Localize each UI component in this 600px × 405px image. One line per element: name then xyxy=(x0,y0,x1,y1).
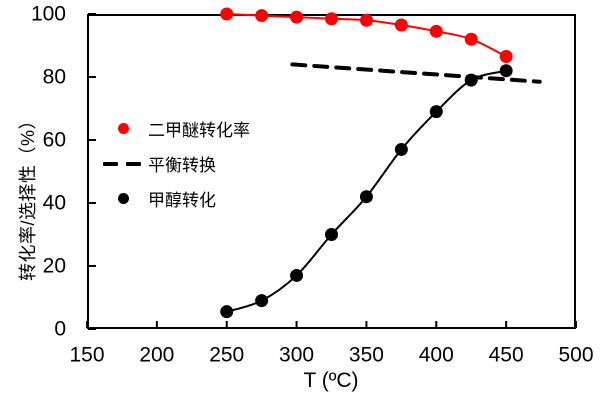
legend-item-dme-conversion: 二甲醚转化率 xyxy=(103,111,250,146)
series-dme-conversion-marker xyxy=(290,10,304,24)
series-methanol-conversion-marker xyxy=(290,268,304,282)
legend: 二甲醚转化率 平衡转换 甲醇转化 xyxy=(103,111,250,216)
series-dme-conversion-marker xyxy=(255,9,269,23)
series-methanol-conversion-marker xyxy=(220,305,234,319)
x-tick-label: 400 xyxy=(419,344,454,367)
dashed-line-icon xyxy=(103,161,143,166)
legend-label-equilibrium-conversion: 平衡转换 xyxy=(148,156,216,175)
legend-swatch-box xyxy=(103,193,143,204)
series-dme-conversion-marker xyxy=(499,50,513,64)
red-dot-icon xyxy=(117,123,129,134)
x-tick-label: 250 xyxy=(209,344,244,367)
series-equilibrium-conversion-line xyxy=(290,62,542,84)
x-tick-label: 500 xyxy=(558,344,593,367)
dash-segment-icon xyxy=(103,161,118,166)
series-methanol-conversion-marker xyxy=(464,73,478,87)
legend-item-methanol-conversion: 甲醇转化 xyxy=(103,181,250,216)
dash-segment-icon xyxy=(126,161,141,166)
black-dot-icon xyxy=(117,193,129,204)
x-tick-label: 450 xyxy=(489,344,524,367)
x-tick-label: 150 xyxy=(69,344,104,367)
x-tick-label: 300 xyxy=(279,344,314,367)
series-methanol-conversion-marker xyxy=(499,64,513,78)
legend-swatch-box xyxy=(103,123,143,134)
x-tick-label: 200 xyxy=(139,344,174,367)
y-axis-title: 转化率/选择性（%） xyxy=(18,110,38,282)
y-tick-label: 20 xyxy=(43,255,66,278)
series-methanol-conversion-marker xyxy=(359,190,373,204)
series-dme-conversion-marker xyxy=(325,12,338,26)
series-dme-conversion-marker xyxy=(220,7,234,21)
x-axis-title: T (ºC) xyxy=(303,369,359,392)
y-tick-label: 100 xyxy=(31,3,66,26)
series-dme-conversion-marker xyxy=(464,32,478,46)
legend-item-equilibrium-conversion: 平衡转换 xyxy=(103,146,250,181)
legend-label-methanol-conversion: 甲醇转化 xyxy=(148,191,216,210)
series-dme-conversion-marker xyxy=(429,24,443,38)
series-methanol-conversion-marker xyxy=(255,294,269,308)
y-tick-label: 40 xyxy=(43,192,66,215)
series-dme-conversion-marker xyxy=(359,13,373,27)
series-methanol-conversion-marker xyxy=(325,228,338,241)
y-tick-label: 0 xyxy=(54,318,66,341)
x-tick-label: 350 xyxy=(349,344,384,367)
series-methanol-conversion-marker xyxy=(394,142,408,156)
y-tick-label: 80 xyxy=(43,66,66,89)
series-dme-conversion-marker xyxy=(394,18,408,32)
series-methanol-conversion-marker xyxy=(429,105,443,119)
y-tick-label: 60 xyxy=(43,129,66,152)
legend-label-dme-conversion: 二甲醚转化率 xyxy=(148,121,250,140)
